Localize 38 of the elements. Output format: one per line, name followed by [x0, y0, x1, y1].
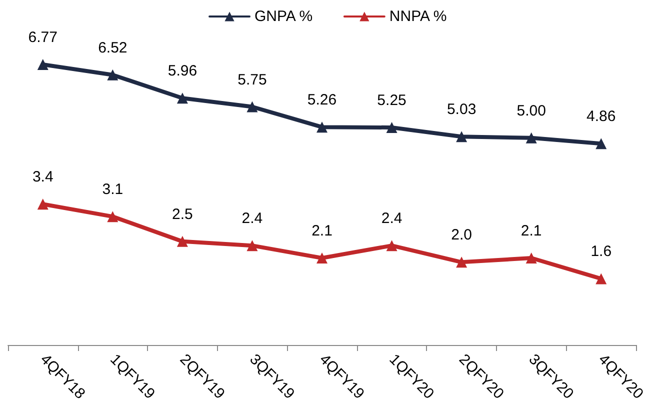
point [246, 101, 258, 112]
point [456, 256, 468, 268]
data-label: 5.00 [516, 102, 546, 120]
point [596, 138, 607, 150]
data-label: 5.75 [238, 71, 267, 88]
point [37, 198, 48, 210]
point [107, 69, 118, 80]
point [526, 132, 537, 144]
data-label: 5.03 [446, 101, 476, 118]
data-label: 2.4 [381, 210, 402, 228]
point [316, 252, 328, 264]
data-label: 5.25 [377, 92, 406, 109]
point [386, 240, 398, 252]
legend-label: GNPA % [254, 8, 313, 25]
point [456, 131, 468, 142]
legend-label: NNPA % [389, 8, 447, 25]
data-label: 6.77 [28, 29, 58, 46]
data-label: 2.1 [312, 222, 332, 240]
data-label: 1.6 [590, 243, 612, 260]
point [316, 122, 328, 133]
point [37, 59, 48, 70]
data-label: 2.1 [520, 222, 542, 240]
point [596, 273, 607, 284]
point [386, 122, 398, 133]
data-label: 3.4 [32, 168, 54, 186]
point [526, 252, 537, 264]
data-label: 2.5 [172, 206, 193, 223]
data-label: 2.4 [242, 210, 263, 228]
point [246, 240, 258, 252]
point [176, 236, 188, 247]
data-label: 5.96 [168, 62, 198, 80]
point [107, 211, 118, 222]
data-label: 5.26 [307, 92, 337, 109]
data-label: 2.0 [451, 226, 472, 244]
data-label: 4.86 [586, 108, 616, 126]
data-label: 6.52 [98, 39, 128, 56]
point [176, 92, 188, 104]
data-label: 3.1 [102, 181, 124, 198]
